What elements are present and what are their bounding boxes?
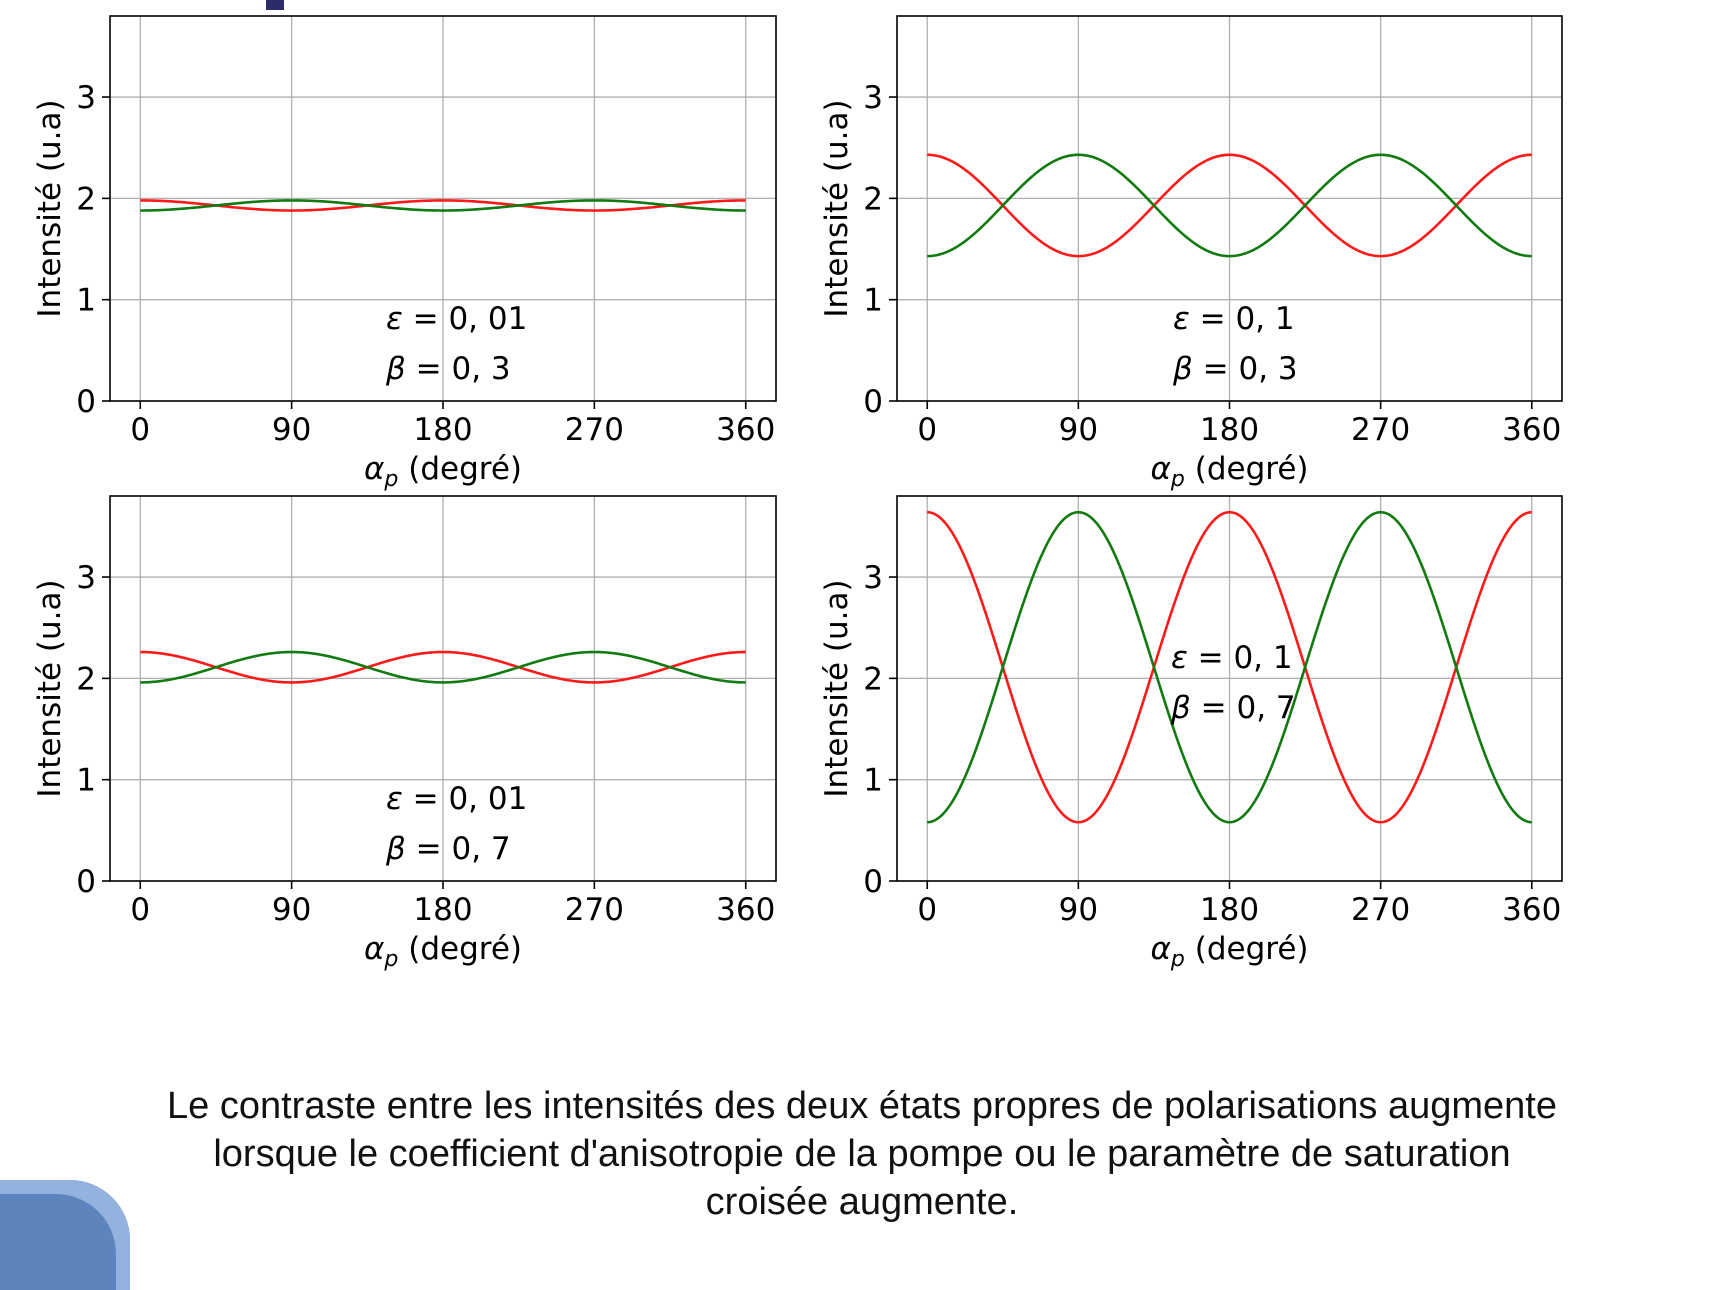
y-tick-label: 1 — [76, 763, 96, 799]
caption-line-1: Le contraste entre les intensités des de… — [167, 1085, 1557, 1127]
x-tick-label: 180 — [1200, 412, 1259, 448]
series-line-red — [140, 199, 746, 212]
x-axis-label: αp (degré) — [1150, 451, 1308, 492]
chart-panel-top-left: 0 90 180 270 360 0 1 2 3 αp (degré) Intensité (u.a… — [32, 15, 777, 492]
x-tick-label: 360 — [1502, 892, 1561, 928]
slide-title-fragment — [266, 0, 284, 10]
x-tick-label: 0 — [130, 412, 150, 448]
beta-annotation: β = 0, 7 — [385, 831, 511, 867]
x-axis-label: αp (degré) — [1150, 931, 1308, 972]
y-tick-label: 2 — [863, 661, 883, 697]
y-tick-label: 2 — [76, 181, 96, 217]
epsilon-annotation: ε = 0, 01 — [386, 781, 527, 817]
x-tick-label: 0 — [917, 892, 937, 928]
caption-line-2: lorsque le coefficient d'anisotropie de … — [213, 1133, 1511, 1175]
figure-grid: 0 90 180 270 360 0 1 2 3 αp (degré) Intensité (u.a… — [32, 15, 1563, 972]
y-axis-label: Intensité (u.a) — [32, 579, 68, 797]
y-tick-label: 3 — [863, 80, 883, 116]
x-tick-label: 270 — [1351, 892, 1410, 928]
y-tick-label: 0 — [76, 384, 96, 420]
y-tick-label: 2 — [76, 661, 96, 697]
x-tick-label: 90 — [272, 412, 311, 448]
chart-panel-top-right: 0 90 180 270 360 0 1 2 3 αp (degré) Intensité (u.a… — [819, 15, 1563, 492]
x-tick-label: 90 — [1059, 412, 1098, 448]
x-tick-label: 360 — [1502, 412, 1561, 448]
y-tick-label: 0 — [76, 864, 96, 900]
x-tick-label: 360 — [716, 412, 775, 448]
series-line-green — [140, 650, 746, 684]
x-tick-label: 270 — [1351, 412, 1410, 448]
x-tick-label: 0 — [917, 412, 937, 448]
x-axis-label: αp (degré) — [364, 451, 522, 492]
caption-line-3: croisée augmente. — [705, 1181, 1019, 1223]
x-tick-label: 0 — [130, 892, 150, 928]
y-axis-label: Intensité (u.a) — [819, 99, 855, 317]
y-tick-label: 1 — [863, 763, 883, 799]
epsilon-annotation: ε = 0, 01 — [386, 301, 527, 337]
caption: Le contraste entre les intensités des de… — [62, 1082, 1662, 1226]
y-tick-label: 3 — [863, 560, 883, 596]
series-line-green — [927, 510, 1532, 824]
series-line-green — [140, 199, 746, 212]
y-tick-label: 0 — [863, 384, 883, 420]
x-tick-label: 270 — [565, 892, 624, 928]
epsilon-annotation: ε = 0, 1 — [1171, 640, 1293, 676]
y-axis-label: Intensité (u.a) — [32, 99, 68, 317]
y-tick-label: 2 — [863, 181, 883, 217]
y-tick-label: 1 — [863, 283, 883, 319]
series-line-red — [140, 650, 746, 684]
chart-panel-bottom-right: 0 90 180 270 360 0 1 2 3 αp (degré) Intensité (u.a… — [819, 495, 1563, 972]
series-line-red — [927, 153, 1532, 258]
series-line-green — [927, 153, 1532, 258]
beta-annotation: β = 0, 3 — [385, 351, 511, 387]
x-tick-label: 360 — [716, 892, 775, 928]
x-tick-label: 90 — [272, 892, 311, 928]
chart-panel-bottom-left: 0 90 180 270 360 0 1 2 3 αp (degré) Intensité (u.a… — [32, 495, 777, 972]
y-tick-label: 0 — [863, 864, 883, 900]
series-line-red — [927, 510, 1532, 824]
epsilon-annotation: ε = 0, 1 — [1173, 301, 1295, 337]
y-tick-label: 3 — [76, 80, 96, 116]
y-tick-label: 1 — [76, 283, 96, 319]
x-axis-label: αp (degré) — [364, 931, 522, 972]
x-tick-label: 90 — [1059, 892, 1098, 928]
y-axis-label: Intensité (u.a) — [819, 579, 855, 797]
x-tick-label: 180 — [413, 412, 472, 448]
beta-annotation: β = 0, 3 — [1172, 351, 1298, 387]
y-tick-label: 3 — [76, 560, 96, 596]
x-tick-label: 270 — [565, 412, 624, 448]
x-tick-label: 180 — [1200, 892, 1259, 928]
x-tick-label: 180 — [413, 892, 472, 928]
beta-annotation: β = 0, 7 — [1170, 690, 1296, 726]
